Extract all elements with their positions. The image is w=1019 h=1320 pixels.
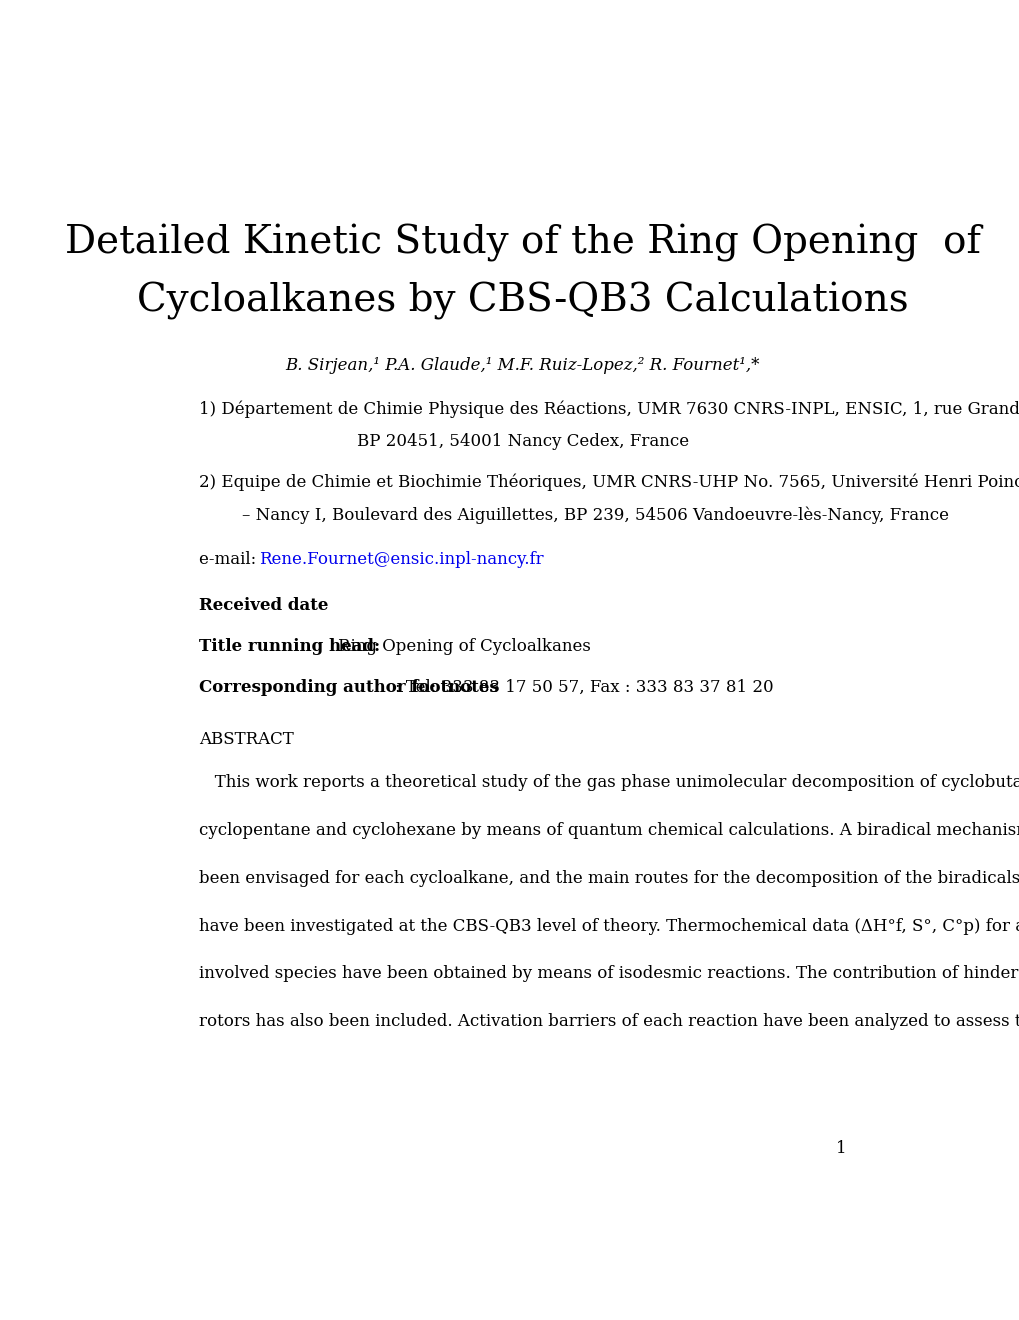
Text: cyclopentane and cyclohexane by means of quantum chemical calculations. A biradi: cyclopentane and cyclohexane by means of… — [199, 822, 1019, 840]
Text: Corresponding author footnotes: Corresponding author footnotes — [199, 678, 498, 696]
Text: have been investigated at the CBS-QB3 level of theory. Thermochemical data (ΔH°f: have been investigated at the CBS-QB3 le… — [199, 917, 1019, 935]
Text: been envisaged for each cycloalkane, and the main routes for the decomposition o: been envisaged for each cycloalkane, and… — [199, 870, 1019, 887]
Text: involved species have been obtained by means of isodesmic reactions. The contrib: involved species have been obtained by m… — [199, 965, 1019, 982]
Text: BP 20451, 54001 Nancy Cedex, France: BP 20451, 54001 Nancy Cedex, France — [357, 433, 688, 450]
Text: e-mail:: e-mail: — [199, 550, 266, 568]
Text: rotors has also been included. Activation barriers of each reaction have been an: rotors has also been included. Activatio… — [199, 1014, 1019, 1030]
Text: 1: 1 — [836, 1139, 846, 1156]
Text: 1) Département de Chimie Physique des Réactions, UMR 7630 CNRS-INPL, ENSIC, 1, r: 1) Département de Chimie Physique des Ré… — [199, 400, 1019, 418]
Text: Rene.Fournet@ensic.inpl-nancy.fr: Rene.Fournet@ensic.inpl-nancy.fr — [259, 550, 543, 568]
Text: Detailed Kinetic Study of the Ring Opening  of: Detailed Kinetic Study of the Ring Openi… — [65, 224, 979, 263]
Text: ABSTRACT: ABSTRACT — [199, 731, 293, 747]
Text: Cycloalkanes by CBS-QB3 Calculations: Cycloalkanes by CBS-QB3 Calculations — [137, 282, 908, 321]
Text: Ring Opening of Cycloalkanes: Ring Opening of Cycloalkanes — [337, 638, 590, 655]
Text: 2) Equipe de Chimie et Biochimie Théoriques, UMR CNRS-UHP No. 7565, Université H: 2) Equipe de Chimie et Biochimie Théoriq… — [199, 474, 1019, 491]
Text: – Nancy I, Boulevard des Aiguillettes, BP 239, 54506 Vandoeuvre-lès-Nancy, Franc: – Nancy I, Boulevard des Aiguillettes, B… — [242, 506, 949, 524]
Text: This work reports a theoretical study of the gas phase unimolecular decompositio: This work reports a theoretical study of… — [199, 775, 1019, 791]
Text: Received date: Received date — [199, 598, 328, 615]
Text: : Tel: 333 83 17 50 57, Fax : 333 83 37 81 20: : Tel: 333 83 17 50 57, Fax : 333 83 37 … — [395, 678, 773, 696]
Text: B. Sirjean,¹ P.A. Glaude,¹ M.F. Ruiz-Lopez,² R. Fournet¹,*: B. Sirjean,¹ P.A. Glaude,¹ M.F. Ruiz-Lop… — [285, 356, 759, 374]
Text: Title running head:: Title running head: — [199, 638, 385, 655]
